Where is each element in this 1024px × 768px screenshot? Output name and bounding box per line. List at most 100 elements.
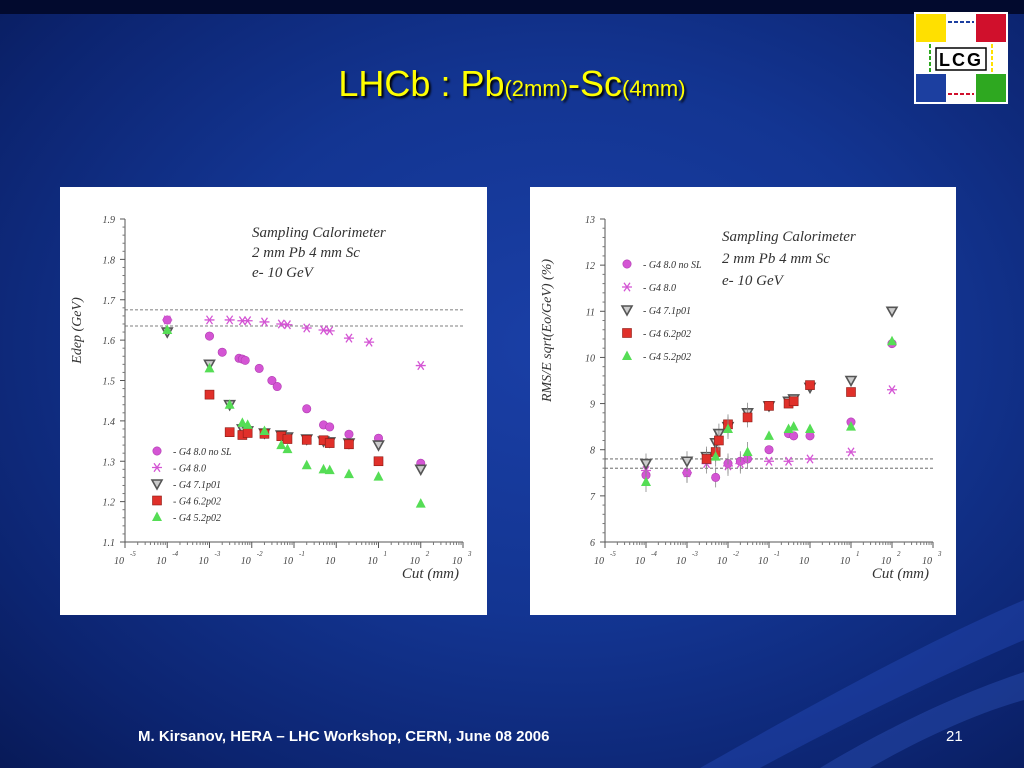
edep-data-point	[240, 355, 250, 365]
edep-data-point	[301, 459, 312, 470]
edep-x-tick-exponent: -2	[257, 550, 263, 558]
edep-x-tick-label: 10	[199, 556, 209, 567]
resolution-data-point	[710, 451, 721, 461]
lcg-logo: LCG	[914, 12, 1008, 104]
edep-legend-marker	[150, 479, 164, 491]
edep-x-tick-label: 10	[283, 556, 293, 567]
edep-y-tick-label: 1.6	[103, 336, 116, 347]
edep-data-point	[242, 428, 253, 438]
edep-y-tick-label: 1.4	[103, 417, 116, 428]
edep-x-tick-label: 10	[325, 556, 335, 567]
resolution-x-tick-exponent: -1	[774, 550, 780, 558]
edep-data-point	[282, 320, 293, 330]
slide-title: LHCb : Pb(2mm)-Sc(4mm)	[0, 62, 1024, 111]
resolution-y-tick-label: 8	[590, 446, 595, 457]
resolution-data-point	[742, 446, 753, 457]
edep-data-point	[301, 435, 312, 445]
edep-series	[162, 315, 426, 468]
resolution-y-tick-label: 6	[590, 538, 595, 549]
edep-data-point	[204, 362, 215, 373]
edep-x-tick-exponent: 2	[426, 550, 430, 558]
resolution-data-point	[788, 421, 799, 431]
edep-data-point	[204, 315, 215, 325]
resolution-annotation-line: Sampling Calorimeter	[722, 229, 856, 245]
edep-y-tick-label: 1.5	[103, 377, 116, 388]
edep-x-tick-exponent: -3	[215, 550, 221, 558]
resolution-x-axis-label: Cut (mm)	[872, 566, 929, 582]
logo-text: LCG	[939, 50, 983, 70]
edep-data-point	[282, 434, 293, 444]
edep-y-tick-label: 1.1	[103, 538, 116, 549]
edep-x-tick-label: 10	[241, 556, 251, 567]
resolution-data-point	[641, 476, 651, 487]
resolution-x-tick-exponent: -2	[733, 550, 739, 558]
resolution-legend-marker	[622, 259, 632, 269]
edep-data-point	[237, 417, 248, 427]
edep-data-point	[324, 438, 335, 448]
edep-data-point	[318, 325, 329, 335]
edep-legend-marker	[152, 446, 162, 456]
resolution-legend-marker	[622, 282, 632, 292]
resolution-x-tick-label: 10	[594, 556, 604, 567]
resolution-y-tick-label: 9	[590, 400, 595, 411]
edep-data-point	[259, 317, 270, 327]
edep-data-point	[204, 389, 215, 400]
resolution-x-tick-label: 10	[758, 556, 768, 567]
resolution-data-point	[846, 387, 856, 397]
resolution-x-tick-exponent: -5	[610, 550, 616, 558]
edep-y-tick-label: 1.7	[103, 296, 117, 307]
resolution-data-point	[783, 456, 794, 466]
edep-data-point	[414, 464, 428, 476]
edep-data-point	[325, 422, 335, 432]
edep-y-tick-label: 1.9	[103, 215, 116, 226]
edep-legend-marker	[152, 495, 162, 506]
edep-data-point	[344, 439, 354, 450]
edep-legend-marker	[152, 511, 162, 521]
edep-x-tick-label: 10	[114, 556, 124, 567]
edep-legend-label: - G4 8.0 no SL	[173, 447, 232, 458]
resolution-data-point	[789, 431, 799, 441]
edep-data-point	[302, 404, 312, 414]
edep-data-point	[205, 331, 215, 341]
edep-annotation-line: 2 mm Pb 4 mm Sc	[252, 245, 360, 261]
resolution-data-point	[735, 458, 746, 469]
edep-x-tick-exponent: 3	[467, 550, 472, 558]
title-part-sc-thickness: (4mm)	[622, 76, 686, 101]
edep-x-tick-exponent: 1	[384, 550, 388, 558]
resolution-data-point	[887, 385, 897, 395]
edep-data-point	[259, 425, 270, 435]
resolution-x-tick-label: 10	[881, 556, 891, 567]
resolution-data-point	[742, 412, 753, 423]
resolution-series	[701, 380, 856, 469]
resolution-x-tick-exponent: 1	[856, 550, 860, 558]
resolution-legend-label: - G4 7.1p01	[643, 306, 691, 317]
edep-x-tick-exponent: -4	[172, 550, 178, 558]
resolution-data-point	[701, 454, 712, 464]
edep-y-tick-label: 1.8	[103, 255, 116, 266]
edep-data-point	[364, 337, 375, 347]
title-part-pb: LHCb : Pb	[338, 63, 505, 104]
resolution-x-tick-label: 10	[799, 556, 809, 567]
resolution-legend-marker	[620, 305, 634, 317]
title-part-pb-thickness: (2mm)	[504, 76, 569, 101]
resolution-annotation-line: 2 mm Pb 4 mm Sc	[722, 251, 830, 267]
resolution-x-tick-label: 10	[676, 556, 686, 567]
footer-text: M. Kirsanov, HERA – LHC Workshop, CERN, …	[138, 728, 550, 745]
edep-legend-label: - G4 5.2p02	[173, 513, 221, 524]
edep-data-point	[224, 315, 235, 325]
resolution-data-point	[682, 468, 692, 478]
resolution-data-point	[680, 456, 694, 468]
edep-data-point	[267, 376, 277, 386]
edep-legend-label: - G4 8.0	[173, 464, 206, 475]
edep-x-tick-label: 10	[410, 556, 420, 567]
resolution-chart: 6 7 8 9 10 11 12 13 10 -5 10 -4 10 -3 10 -2 10 -1 10 10 1 10 2…	[540, 215, 942, 582]
edep-series	[162, 315, 426, 371]
edep-data-point	[372, 440, 385, 452]
resolution-data-point	[714, 435, 724, 446]
resolution-legend-label: - G4 8.0 no SL	[643, 260, 702, 271]
edep-data-point	[217, 347, 227, 357]
edep-legend-label: - G4 7.1p01	[173, 480, 221, 491]
resolution-chart-panel: 6 7 8 9 10 11 12 13 10 -5 10 -4 10 -3 10 -2 10 -1 10 10 1 10 2…	[530, 187, 956, 615]
edep-data-point	[242, 419, 253, 429]
resolution-y-tick-label: 7	[590, 492, 596, 503]
